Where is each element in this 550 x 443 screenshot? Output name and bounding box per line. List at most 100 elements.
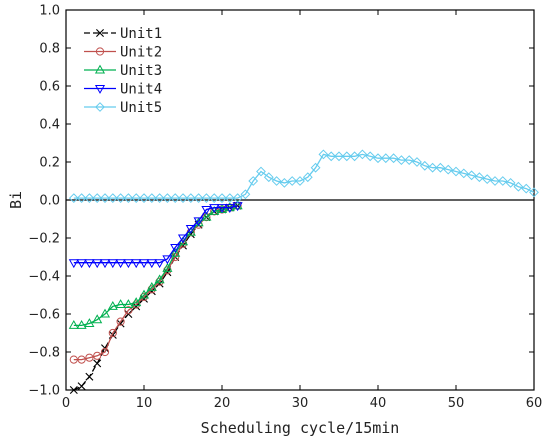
legend-label: Unit3 (120, 63, 162, 79)
data-point (138, 289, 150, 299)
y-tick-label: 1.0 (39, 4, 60, 19)
data-point (85, 353, 94, 362)
legend-item-unit2: Unit2 (84, 45, 162, 61)
x-tick-label: 30 (292, 396, 309, 411)
data-point (99, 259, 111, 269)
data-point (178, 193, 188, 204)
data-point (107, 259, 118, 269)
y-tick-label: 0.8 (39, 42, 60, 57)
y-tick-label: 0.2 (39, 156, 60, 171)
data-point (209, 193, 220, 204)
data-point (99, 308, 111, 318)
data-point (155, 279, 164, 288)
data-point (217, 193, 227, 204)
data-point (177, 234, 189, 244)
legend-item-unit4: Unit4 (84, 82, 162, 98)
data-point (154, 274, 165, 284)
data-point (124, 306, 133, 315)
data-point (443, 164, 454, 175)
data-point (146, 259, 157, 269)
data-point (435, 162, 446, 173)
data-point (84, 259, 95, 269)
y-tick-label: −0.4 (28, 270, 60, 285)
data-point (193, 217, 204, 227)
data-point (380, 153, 391, 164)
data-point (147, 287, 156, 296)
data-point (115, 259, 126, 269)
legend-item-unit3: Unit3 (84, 63, 162, 79)
data-point (76, 259, 87, 269)
data-point (466, 170, 477, 181)
data-point (349, 151, 360, 162)
x-tick-label: 60 (526, 396, 543, 411)
data-point (123, 193, 134, 204)
legend-marker (94, 64, 106, 74)
data-point (209, 205, 220, 215)
data-point (138, 259, 150, 269)
data-point (295, 176, 305, 186)
y-tick-label: −0.2 (28, 232, 60, 247)
data-point (162, 193, 173, 204)
data-point (474, 172, 485, 183)
data-point (84, 193, 95, 204)
data-point (318, 149, 329, 160)
y-tick-label: 0.0 (39, 194, 60, 209)
data-point (170, 193, 181, 204)
data-point (271, 176, 282, 186)
data-point (84, 318, 95, 327)
x-tick-label: 20 (214, 396, 231, 411)
data-point (100, 193, 110, 204)
data-point (427, 162, 438, 173)
series-line (73, 205, 238, 264)
data-point (279, 177, 290, 188)
data-point (170, 247, 181, 257)
data-point (123, 259, 134, 269)
y-axis-label: Bi (7, 191, 25, 209)
data-point (419, 160, 430, 171)
data-point (107, 193, 118, 204)
x-tick-label: 40 (370, 396, 387, 411)
data-point (170, 244, 181, 253)
data-point (185, 193, 196, 204)
data-point (146, 193, 157, 204)
data-point (388, 153, 399, 164)
data-point (93, 359, 102, 368)
data-point (93, 351, 102, 360)
data-point (107, 300, 118, 310)
data-point (326, 151, 337, 162)
x-tick-label: 0 (62, 396, 70, 411)
data-point (108, 328, 117, 338)
data-point (131, 259, 142, 269)
data-point (505, 177, 516, 188)
series-unit3 (68, 200, 243, 329)
data-point (132, 302, 141, 311)
y-tick-label: 0.4 (39, 118, 60, 133)
data-point (490, 176, 500, 186)
data-point (302, 172, 313, 183)
y-tick-label: −1.0 (28, 384, 60, 399)
data-point (193, 193, 204, 204)
data-point (92, 193, 103, 204)
data-point (334, 151, 344, 162)
legend-marker (95, 47, 105, 56)
data-point (224, 204, 235, 214)
legend-marker (95, 102, 105, 112)
data-point (77, 355, 86, 364)
legend-item-unit5: Unit5 (84, 100, 162, 116)
data-point (201, 206, 212, 215)
ticks: 0 10 20 30 40 50 60 −1.0 −0.8 −0.6 −0.4 −0.2 0.0 0.2 0… (28, 4, 542, 412)
data-point (154, 193, 165, 204)
data-point (232, 200, 243, 210)
series-unit4 (68, 202, 243, 269)
data-point (131, 193, 142, 204)
data-point (341, 151, 352, 162)
data-point (224, 193, 235, 204)
data-point (185, 225, 196, 234)
data-point (68, 259, 79, 269)
data-point (100, 347, 110, 357)
data-point (209, 204, 220, 214)
data-point (139, 193, 149, 204)
data-point (497, 176, 508, 186)
data-point (123, 299, 134, 308)
legend-label: Unit1 (120, 26, 162, 42)
